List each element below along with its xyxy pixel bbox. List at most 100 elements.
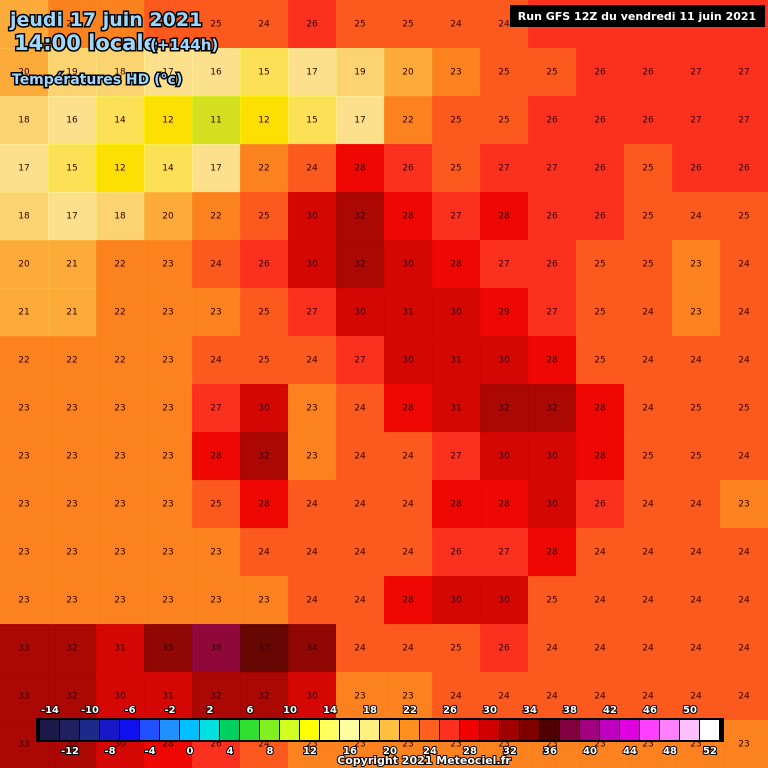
temperature-label: 23 [114, 452, 125, 462]
temperature-label: 15 [66, 164, 77, 174]
temperature-label: 24 [354, 404, 366, 414]
temperature-label: 27 [498, 164, 509, 174]
legend-label: 20 [383, 746, 397, 757]
legend-swatch [580, 720, 599, 740]
temperature-cell [576, 480, 625, 529]
legend-label: 44 [623, 746, 637, 757]
legend-swatch [320, 720, 339, 740]
temperature-label: 25 [258, 356, 269, 366]
temperature-cell [288, 432, 337, 481]
temperature-label: 24 [306, 548, 318, 558]
temperature-label: 20 [18, 260, 30, 270]
temperature-cell [384, 0, 433, 49]
legend-label: -12 [61, 746, 79, 757]
temperature-cell [48, 48, 97, 97]
temperature-cell [576, 144, 625, 193]
temperature-cell [576, 48, 625, 97]
legend-swatch [240, 720, 259, 740]
temperature-cell [384, 192, 433, 241]
temperature-label: 31 [162, 692, 173, 702]
temperature-label: 23 [162, 404, 173, 414]
temperature-cell [240, 96, 289, 145]
temperature-cell [528, 384, 577, 433]
temperature-label: 24 [354, 452, 366, 462]
temperature-label: 28 [498, 500, 510, 510]
temperature-label: 19 [354, 68, 366, 78]
temperature-label: 23 [306, 452, 317, 462]
legend: -14-12-10-8-6-4-202468101214161820222426… [40, 704, 719, 758]
temperature-cell [528, 624, 577, 673]
legend-label: 50 [683, 705, 697, 716]
temperature-cell [0, 336, 49, 385]
temperature-cell [432, 48, 481, 97]
temperature-label: 25 [594, 260, 605, 270]
temperature-cell [288, 624, 337, 673]
temperature-label: 34 [306, 644, 318, 654]
temperature-label: 32 [354, 260, 365, 270]
temperature-label: 24 [450, 692, 462, 702]
temperature-label: 30 [306, 260, 318, 270]
temperature-label: 25 [546, 68, 557, 78]
temperature-cell [288, 384, 337, 433]
temperature-cell [384, 624, 433, 673]
legend-swatch [60, 720, 79, 740]
temperature-label: 24 [690, 692, 702, 702]
run-box [510, 5, 765, 27]
temperature-label: 27 [306, 308, 317, 318]
temperature-label: 18 [114, 68, 126, 78]
temperature-label: 37 [258, 644, 269, 654]
temperature-cell [624, 336, 673, 385]
temperature-label: 22 [114, 260, 125, 270]
temperature-cell [624, 672, 673, 721]
legend-label: -8 [104, 746, 115, 757]
temperature-label: 25 [450, 644, 461, 654]
temperature-label: 17 [306, 68, 317, 78]
temperature-cell [528, 288, 577, 337]
temperature-label: 26 [594, 500, 606, 510]
legend-label: 36 [543, 746, 557, 757]
temperature-label: 23 [162, 356, 173, 366]
temperature-label: 22 [402, 116, 413, 126]
temperature-label: 24 [546, 644, 558, 654]
temperature-label: 33 [18, 740, 29, 750]
temperature-cell [624, 624, 673, 673]
temperature-label: 25 [642, 164, 653, 174]
temperature-cell [0, 672, 49, 721]
temperature-cell [720, 240, 768, 289]
temperature-label: 25 [210, 500, 221, 510]
temperature-label: 18 [114, 212, 126, 222]
legend-label: 34 [523, 705, 537, 716]
temperature-label: 22 [258, 164, 269, 174]
temperature-cell [720, 144, 768, 193]
temperature-label: 23 [690, 740, 701, 750]
temperature-label: 22 [210, 212, 221, 222]
temperature-cell [0, 96, 49, 145]
temperature-cell [144, 240, 193, 289]
temperature-label: 25 [738, 212, 749, 222]
temperature-cell [624, 432, 673, 481]
temperature-cell [720, 96, 768, 145]
legend-label: 4 [227, 746, 234, 757]
temperature-cell [192, 672, 241, 721]
temperature-label: 24 [642, 692, 654, 702]
temperature-cell [672, 288, 721, 337]
temperature-label: 23 [114, 596, 125, 606]
legend-swatch [640, 720, 659, 740]
temperature-label: 24 [594, 548, 606, 558]
temperature-label: 25 [642, 452, 653, 462]
legend-label: 16 [343, 746, 357, 757]
temperature-label: 28 [546, 548, 558, 558]
temperature-cell [144, 384, 193, 433]
temperature-cell [240, 576, 289, 625]
temperature-cell [48, 96, 97, 145]
temperature-cell [624, 480, 673, 529]
temperature-label: 30 [498, 356, 510, 366]
temperature-cell [672, 96, 721, 145]
temperature-cell [336, 528, 385, 577]
temperature-cell [576, 432, 625, 481]
temperature-label: 26 [738, 164, 750, 174]
legend-label: 14 [323, 705, 337, 716]
temperature-cell [480, 432, 529, 481]
temperature-cell [96, 432, 145, 481]
